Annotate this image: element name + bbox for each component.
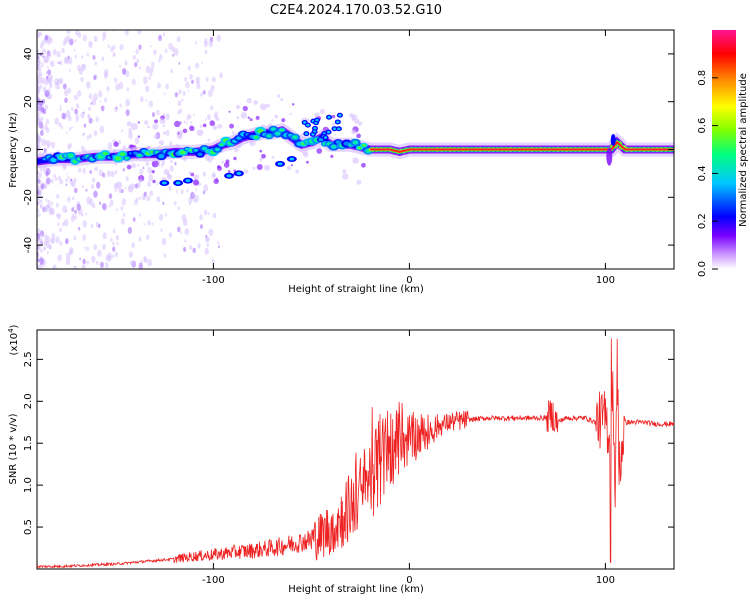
spectrogram-ytick-label: -20 [23, 189, 34, 205]
snr-xlabel: Height of straight line (km) [288, 584, 424, 595]
spectrogram-ytick-label: -40 [23, 237, 34, 253]
snr-ytick-label: 1.0 [23, 477, 34, 493]
colorbar-tick-label: 0.8 [697, 70, 708, 86]
snr-frame [36, 329, 675, 570]
spectrogram-xlabel: Height of straight line (km) [288, 284, 424, 295]
snr-multiplier-close: ) [9, 324, 20, 328]
spectrogram-xtick-label: -100 [202, 275, 225, 286]
colorbar-tick-label: 0.4 [697, 165, 708, 181]
snr-panel: -100 0 100 0.5 1.0 1.5 2.0 2.5 Height of straig… [7, 324, 675, 595]
spectrogram-xtick-label: 100 [596, 275, 615, 286]
colorbar-tick-label: 0.0 [697, 261, 708, 277]
snr-ytick-label: 2.5 [23, 351, 34, 367]
snr-ytick-label: 0.5 [23, 519, 34, 535]
spectrogram-ylabel: Frequency (Hz) [8, 112, 19, 188]
snr-ytick-label: 2.0 [23, 393, 34, 409]
snr-multiplier-exp: 4 [7, 328, 15, 333]
spectrogram-ytick-label: 0 [23, 146, 34, 152]
snr-series-line [37, 338, 674, 569]
snr-ticks: -100 0 100 0.5 1.0 1.5 2.0 2.5 [23, 330, 674, 586]
snr-xtick-label: -100 [202, 575, 225, 586]
spectrogram-panel: -100 0 100 -40 -20 0 20 40 Height of straight l… [8, 29, 675, 295]
colorbar-tick-label: 0.2 [697, 213, 708, 229]
snr-multiplier-open: (x10 [9, 333, 20, 356]
spectrogram-ytick-label: 40 [23, 48, 34, 61]
figure-title: C2E4.2024.170.03.52.G10 [270, 3, 442, 18]
spectrogram-ticks: -100 0 100 -40 -20 0 20 40 [23, 30, 674, 286]
colorbar-label: Normalized spectral amplitude [738, 73, 749, 227]
snr-ytick-label: 1.5 [23, 435, 34, 451]
spectrogram-ytick-label: 20 [23, 95, 34, 108]
snr-xtick-label: 0 [406, 575, 412, 586]
snr-xtick-label: 100 [596, 575, 615, 586]
colorbar-tick-label: 0.6 [697, 118, 708, 134]
colorbar-ticks: 0.0 0.2 0.4 0.6 0.8 [697, 70, 718, 277]
snr-multiplier: (x104) [7, 324, 20, 355]
snr-ylabel: SNR (10 * v/v) [8, 413, 19, 484]
spectrogram-heatmap [37, 30, 674, 269]
colorbar: 0.0 0.2 0.4 0.6 0.8 Normalized spectral ampl… [697, 30, 749, 277]
spectrogram-xtick-label: 0 [406, 275, 412, 286]
colorbar-gradient [712, 30, 736, 269]
